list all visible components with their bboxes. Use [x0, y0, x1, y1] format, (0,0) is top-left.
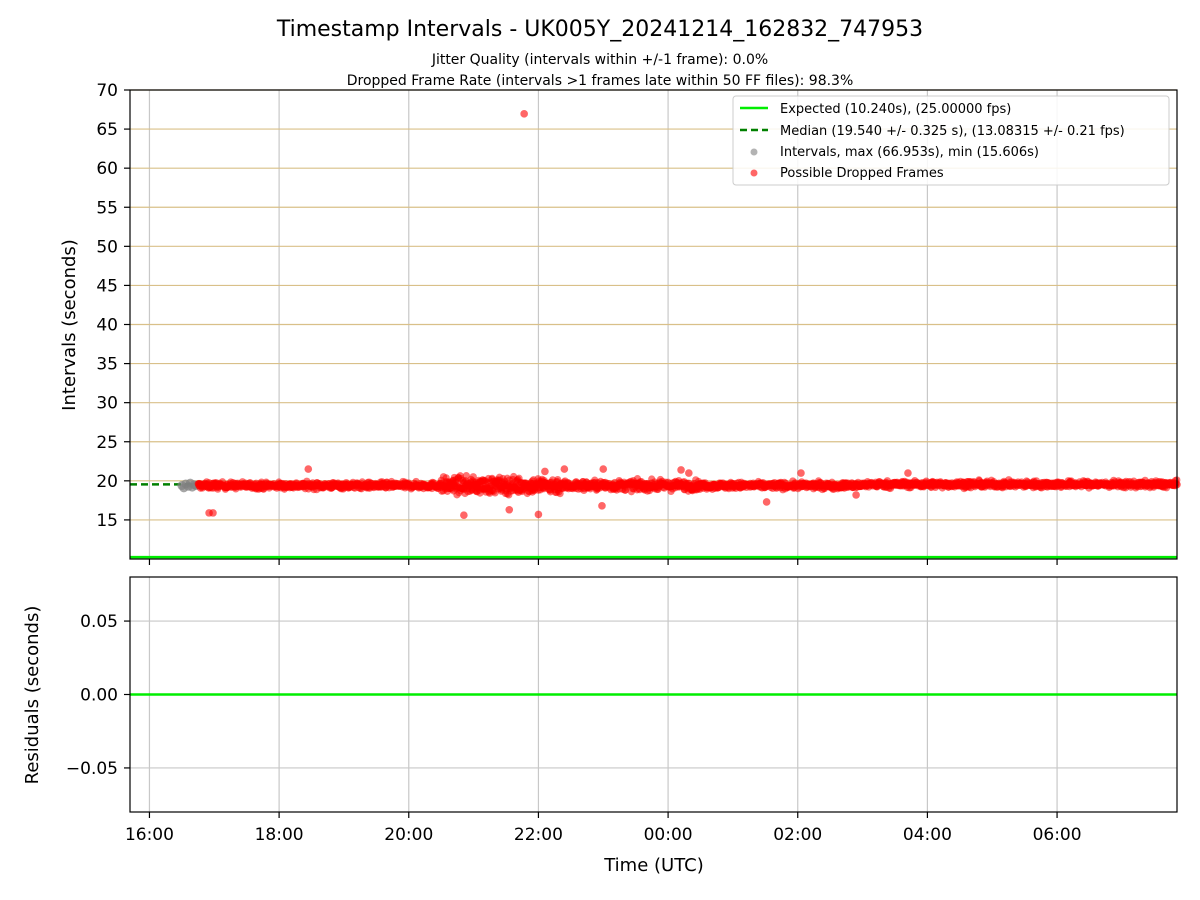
x-tick-label: 18:00 — [255, 825, 304, 845]
dropped-frame-outlier-point — [685, 469, 693, 477]
dropped-frame-point — [469, 473, 477, 481]
dropped-frame-outlier-point — [852, 491, 860, 499]
intervals-y-tick-label: 45 — [96, 276, 118, 296]
legend-dropped-swatch — [750, 169, 758, 177]
dropped-frame-outlier-point — [797, 469, 805, 477]
x-axis-label: Time (UTC) — [603, 855, 704, 876]
residuals-y-ticks: −0.05 0.00 0.05 — [66, 612, 130, 779]
dropped-frame-outlier-point — [560, 465, 569, 473]
intervals-y-tick-label: 25 — [96, 433, 118, 453]
legend-intervals-swatch — [750, 148, 758, 156]
intervals-y-tick-label: 15 — [96, 511, 118, 531]
dropped-frame-outlier-point — [677, 466, 685, 474]
dropped-frame-outlier-point — [209, 509, 217, 517]
dropped-frame-outlier-point — [520, 110, 528, 118]
x-tick-label: 04:00 — [903, 825, 952, 845]
dropped-frame-outlier-point — [904, 469, 912, 477]
intervals-y-tick-label: 60 — [96, 159, 118, 179]
chart-title: Timestamp Intervals - UK005Y_20241214_16… — [276, 17, 923, 42]
legend-expected-label: Expected (10.240s), (25.00000 fps) — [780, 102, 1011, 117]
dropped-frame-outlier-point — [304, 465, 313, 473]
intervals-y-tick-label: 35 — [96, 355, 118, 375]
residuals-x-ticks: 16:00 18:00 20:00 22:00 00:00 02:00 04:00 06:00 — [125, 812, 1082, 845]
dropped-frame-outlier-point — [534, 510, 543, 519]
residuals-y-tick-label: −0.05 — [66, 759, 118, 779]
x-tick-label: 06:00 — [1033, 825, 1082, 845]
intervals-plot-area — [130, 110, 1181, 559]
x-tick-label: 22:00 — [514, 825, 563, 845]
residuals-panel: −0.05 0.00 0.05 16:00 18:00 20:00 22:00 00:00 0… — [22, 576, 1178, 876]
legend-median-label: Median (19.540 +/- 0.325 s), (13.08315 +… — [780, 124, 1125, 139]
legend-dropped-label: Possible Dropped Frames — [780, 166, 944, 181]
legend-intervals-label: Intervals, max (66.953s), min (15.606s) — [780, 145, 1039, 160]
dropped-frame-outlier-point — [598, 502, 606, 510]
intervals-y-tick-label: 50 — [96, 237, 118, 257]
intervals-y-axis-label: Intervals (seconds) — [59, 239, 80, 411]
intervals-y-ticks: 15 20 25 30 35 40 45 50 55 60 65 70 — [96, 81, 130, 531]
intervals-y-tick-label: 40 — [96, 316, 118, 336]
jitter-quality-subtitle: Jitter Quality (intervals within +/-1 fr… — [431, 52, 768, 68]
intervals-x-tick-marks — [148, 559, 1058, 565]
legend: Expected (10.240s), (25.00000 fps) Media… — [732, 95, 1170, 186]
dropped-frame-outlier-point — [599, 465, 608, 473]
intervals-y-tick-label: 30 — [96, 394, 118, 414]
legend-box — [732, 95, 1170, 186]
dropped-frame-rate-subtitle: Dropped Frame Rate (intervals >1 frames … — [347, 73, 854, 89]
x-tick-label: 20:00 — [384, 825, 433, 845]
dropped-frame-point — [462, 472, 470, 480]
residuals-y-tick-label: 0.05 — [80, 612, 118, 632]
dropped-frame-outlier-point — [460, 511, 468, 520]
dropped-frame-outlier-point — [505, 505, 514, 514]
dropped-frame-outlier-point — [762, 498, 771, 506]
x-tick-label: 00:00 — [644, 825, 693, 845]
x-tick-label: 16:00 — [125, 825, 174, 845]
intervals-y-tick-label: 20 — [96, 472, 118, 492]
dropped-frames-series — [194, 110, 1181, 520]
x-tick-label: 02:00 — [773, 825, 822, 845]
intervals-y-tick-label: 55 — [96, 198, 118, 218]
residuals-y-axis-label: Residuals (seconds) — [22, 606, 43, 785]
intervals-panel: 15 20 25 30 35 40 45 50 55 60 65 70 Intervals (seco… — [59, 81, 1181, 565]
intervals-y-tick-label: 70 — [96, 81, 118, 101]
residuals-y-tick-label: 0.00 — [80, 686, 118, 706]
intervals-y-tick-label: 65 — [96, 120, 118, 140]
dropped-frame-outlier-point — [541, 467, 549, 476]
